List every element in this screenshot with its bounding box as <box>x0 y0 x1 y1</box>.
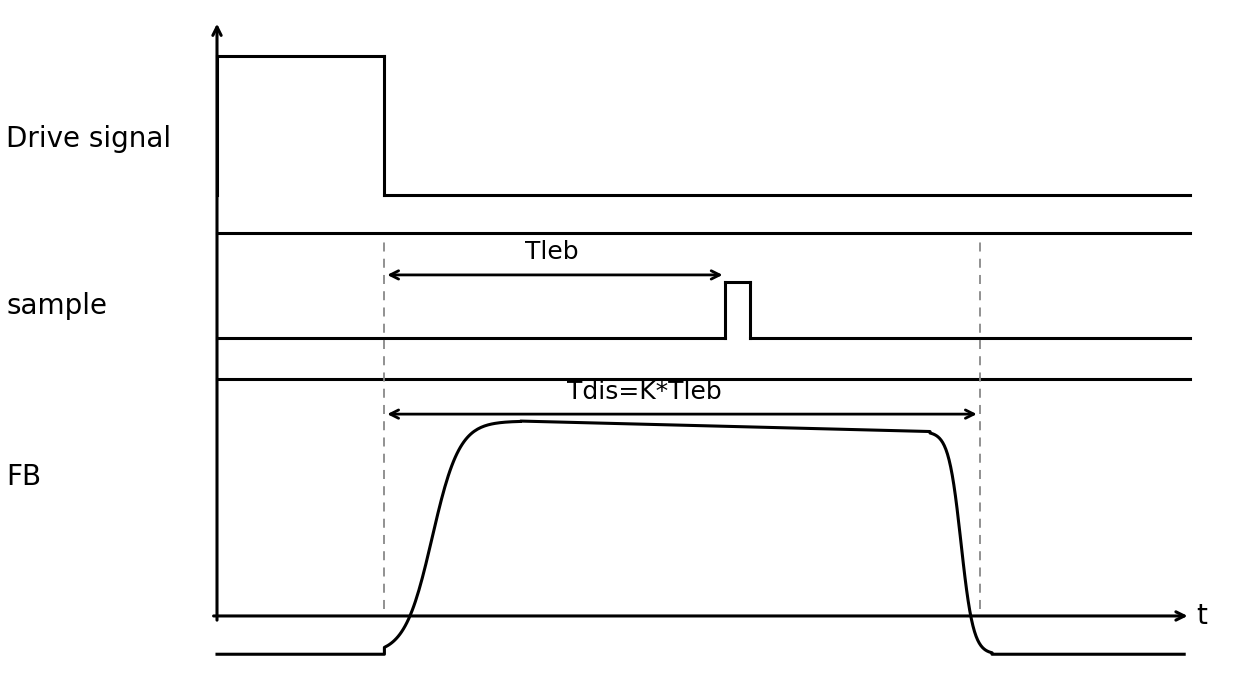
Text: Tleb: Tleb <box>525 241 579 264</box>
Text: t: t <box>1197 602 1208 630</box>
Text: sample: sample <box>6 292 107 320</box>
Text: FB: FB <box>6 463 41 491</box>
Text: Drive signal: Drive signal <box>6 125 171 153</box>
Text: Tdis=K*Tleb: Tdis=K*Tleb <box>568 380 722 404</box>
